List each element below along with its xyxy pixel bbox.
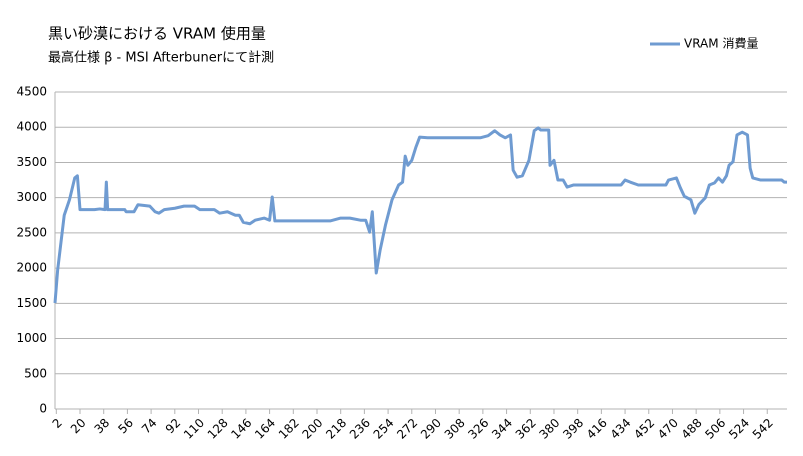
y-tick-label: 2000: [16, 261, 47, 275]
x-tick-label: 128: [205, 416, 231, 442]
x-tick-label: 164: [252, 416, 278, 442]
x-tick-label: 2: [50, 416, 65, 431]
x-tick-label: 110: [181, 416, 207, 442]
x-tick-label: 308: [442, 416, 468, 442]
x-tick-label: 38: [92, 416, 113, 437]
y-tick-label: 4500: [16, 85, 47, 99]
x-tick-label: 488: [679, 416, 705, 442]
x-tick-label: 254: [371, 416, 397, 442]
y-tick-label: 1000: [16, 331, 47, 345]
x-tick-label: 200: [299, 416, 325, 442]
x-tick-label: 182: [276, 416, 302, 442]
legend-label: VRAM 消費量: [684, 36, 758, 51]
y-tick-label: 3000: [16, 190, 47, 204]
chart-subtitle: 最高仕様 β - MSI Afterbunerにて計測: [48, 50, 274, 66]
x-tick-label: 92: [163, 416, 184, 437]
x-tick-label: 344: [489, 416, 515, 442]
x-tick-label: 416: [584, 416, 610, 442]
x-tick-label: 470: [655, 416, 681, 442]
x-tick-label: 452: [631, 416, 657, 442]
x-tick-label: 236: [347, 416, 373, 442]
x-tick-label: 326: [465, 416, 491, 442]
y-tick-label: 2500: [16, 225, 47, 239]
x-tick-label: 524: [726, 416, 752, 442]
x-tick-label: 20: [68, 416, 89, 437]
x-tick-label: 74: [139, 416, 160, 437]
y-tick-label: 1500: [16, 296, 47, 310]
x-tick-label: 218: [323, 416, 349, 442]
x-tick-label: 272: [394, 416, 420, 442]
series-line: [53, 126, 787, 304]
x-tick-label: 290: [418, 416, 444, 442]
x-tick-label: 542: [750, 416, 776, 442]
x-tick-label: 56: [115, 416, 136, 437]
y-tick-label: 3500: [16, 155, 47, 169]
x-tick-label: 398: [560, 416, 586, 442]
x-tick-label: 506: [702, 416, 728, 442]
y-tick-label: 4000: [16, 120, 47, 134]
y-tick-label: 500: [24, 366, 47, 380]
x-tick-label: 146: [228, 416, 254, 442]
chart-title: 黒い砂漠における VRAM 使用量: [48, 25, 266, 43]
y-tick-label: 0: [39, 402, 47, 416]
x-tick-label: 380: [536, 416, 562, 442]
x-tick-label: 362: [513, 416, 539, 442]
x-tick-label: 434: [608, 416, 634, 442]
